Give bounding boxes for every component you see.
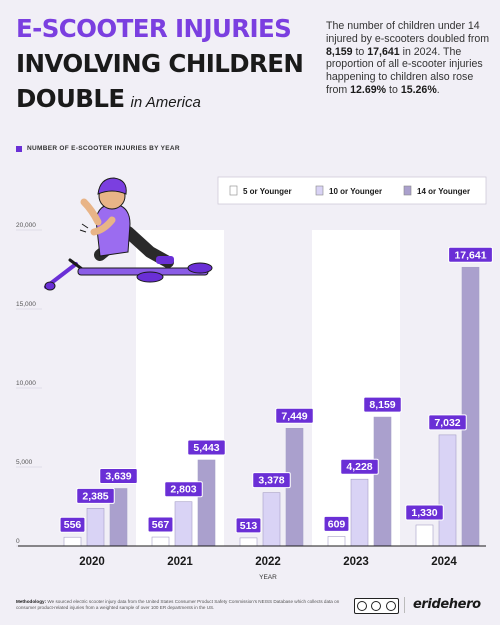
data-label: 609 [328,518,346,530]
data-label: 556 [64,519,82,531]
data-label-bg [187,439,226,456]
data-label: 17,641 [454,249,486,261]
x-tick-label: 2022 [255,556,281,568]
x-tick-label: 2023 [343,556,369,568]
y-tick-label: 0 [16,538,20,545]
data-label: 7,449 [281,410,307,422]
data-label-bg [405,504,444,521]
data-label: 3,639 [105,471,131,483]
data-label-bg [76,487,115,504]
intro-bold-3: 12.69% [350,83,387,96]
title-suffix: in America [130,94,201,111]
intro-part-2: to [352,45,368,58]
data-label: 8,159 [369,399,395,411]
bar [197,459,216,547]
bar [262,492,281,547]
bar [415,524,434,547]
y-tick-label: 5,000 [16,459,33,466]
y-axis: 0 5,000 10,000 15,000 20,000 [16,222,42,547]
intro-bold-4: 15.26% [400,83,437,96]
data-label-bg [340,458,379,475]
y-tick-label: 15,000 [16,301,36,308]
bar [373,416,392,547]
legend-swatch [229,185,238,196]
data-label: 513 [240,520,258,532]
kid-scooter-illustration [44,177,213,291]
methodology-note: Methodology: We sourced electric scooter… [16,599,346,611]
bars [63,266,480,547]
data-label: 3,378 [258,475,284,487]
creative-commons-icon [354,598,399,614]
data-label-bg [428,414,467,431]
brand-logo: eridehero [413,597,481,612]
bar [239,537,258,547]
data-label-bg [252,472,291,489]
data-label-bg [59,516,86,533]
legend-box [217,176,487,205]
cc-circle-3 [385,601,396,611]
series-caption: NUMBER OF E-SCOOTER INJURIES BY YEAR [16,145,180,152]
series-caption-text: NUMBER OF E-SCOOTER INJURIES BY YEAR [27,145,180,152]
footer-divider [404,597,405,613]
data-label-bg [323,515,350,532]
data-label: 5,443 [193,442,219,454]
intro-part-3: in 2024. The proportion of all e-scooter… [326,45,483,96]
series-caption-square [16,145,22,152]
title-line-3: DOUBLE in America [16,84,201,113]
methodology-label: Methodology: [16,599,47,604]
intro-part-1: The number of children under 14 injured … [326,20,490,45]
legend-label: 5 or Younger [243,187,292,196]
data-label: 567 [152,519,170,531]
data-label-bg [147,516,174,533]
data-label: 1,330 [411,507,437,519]
title-line-1: E-SCOOTER INJURIES [16,14,292,43]
bar [327,536,346,547]
intro-part-4: to [386,83,401,96]
intro-bold-1: 8,159 [326,45,353,58]
data-label-bg [235,517,262,534]
data-label-bg [363,396,402,413]
x-tick-label: 2020 [79,556,105,568]
data-label-bg [448,246,493,263]
data-label: 7,032 [434,417,460,429]
injury-bar-chart: 5 or Younger 10 or Younger 14 or Younger 0… [16,176,493,581]
bar [151,536,170,547]
bar [461,266,480,547]
data-label: 2,803 [170,484,196,496]
bar [350,478,369,547]
bar [63,536,82,547]
legend-label: 14 or Younger [417,187,470,196]
chart-legend: 5 or Younger 10 or Younger 14 or Younger [217,176,487,205]
title-line-2: INVOLVING CHILDREN [16,49,304,78]
intro-part-5: . [436,83,440,96]
legend-swatch [403,185,412,196]
legend-swatch [315,185,324,196]
data-label: 4,228 [346,461,372,473]
cc-circle-1 [357,601,368,611]
title-line-3-main: DOUBLE [16,84,125,113]
y-tick-label: 10,000 [16,380,36,387]
data-label-bg [275,407,314,424]
intro-bold-2: 17,641 [367,45,400,58]
methodology-text: We sourced electric scooter injury data … [16,599,340,610]
data-label: 2,385 [82,490,108,502]
x-axis-label: YEAR [259,574,277,581]
x-axis: 2020 2021 2022 2023 2024 YEAR [18,545,486,581]
y-tick-label: 20,000 [16,222,36,229]
data-label-bg [164,481,203,498]
intro-text: The number of children under 14 injured … [326,20,492,97]
bar-labels: 556 2,385 3,639 567 2,803 5,443 513 3,378 7,449 6… [59,246,493,534]
x-tick-label: 2024 [431,556,457,568]
data-label-bg [99,468,138,485]
bar [174,501,193,547]
x-tick-label: 2021 [167,556,193,568]
cc-circle-2 [371,601,382,611]
bar [438,434,457,547]
bar [86,508,105,547]
legend-label: 10 or Younger [329,187,382,196]
